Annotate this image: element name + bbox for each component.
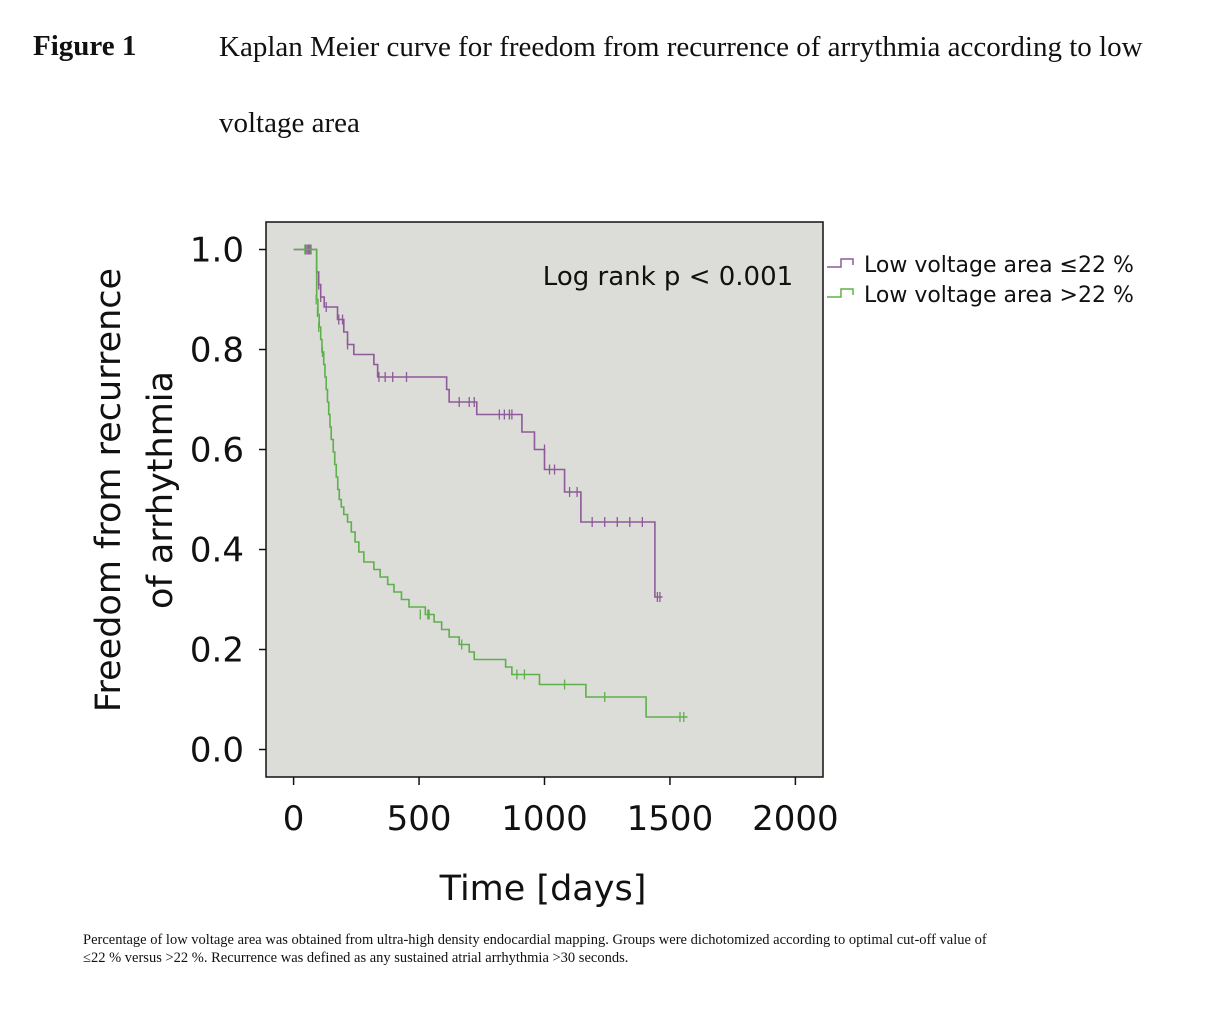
x-tick-label: 2000: [752, 799, 839, 839]
legend-label-series-2: Low voltage area >22 %: [864, 283, 1134, 308]
figure-title: Kaplan Meier curve for freedom from recu…: [219, 31, 1143, 139]
legend-swatch-series-1: [827, 258, 854, 268]
legend-swatch-series-2: [827, 288, 854, 298]
y-axis-label-line1: Freedom from recurrence: [89, 268, 129, 712]
x-tick-label: 0: [283, 799, 305, 839]
y-axis-label-line2: of arrhythmia: [141, 371, 181, 609]
y-tick-label: 0.6: [190, 431, 244, 471]
legend-label-series-1: Low voltage area ≤22 %: [864, 253, 1134, 278]
y-tick-label: 1.0: [190, 231, 244, 271]
x-tick-label: 500: [387, 799, 452, 839]
legend: Low voltage area ≤22 % Low voltage area >…: [827, 253, 1134, 308]
x-tick-label: 1500: [627, 799, 714, 839]
y-tick-label: 0.0: [190, 731, 244, 771]
y-tick-label: 0.4: [190, 531, 244, 571]
y-tick-label: 0.8: [190, 331, 244, 371]
annotation-logrank: Log rank p < 0.001: [543, 262, 793, 292]
km-curve-series-2: [293, 248, 688, 718]
plot-area: [265, 221, 824, 778]
y-tick-label: 0.2: [190, 631, 244, 671]
figure-label: Figure 1: [33, 30, 137, 62]
x-axis-label: Time [days]: [439, 869, 647, 909]
figure-caption: Percentage of low voltage area was obtai…: [83, 932, 987, 966]
km-chart: 0.0 0.2 0.4 0.6 0.8 1.0 0 500 1000 1500 2000 Log r…: [89, 221, 1134, 909]
x-tick-label: 1000: [501, 799, 588, 839]
